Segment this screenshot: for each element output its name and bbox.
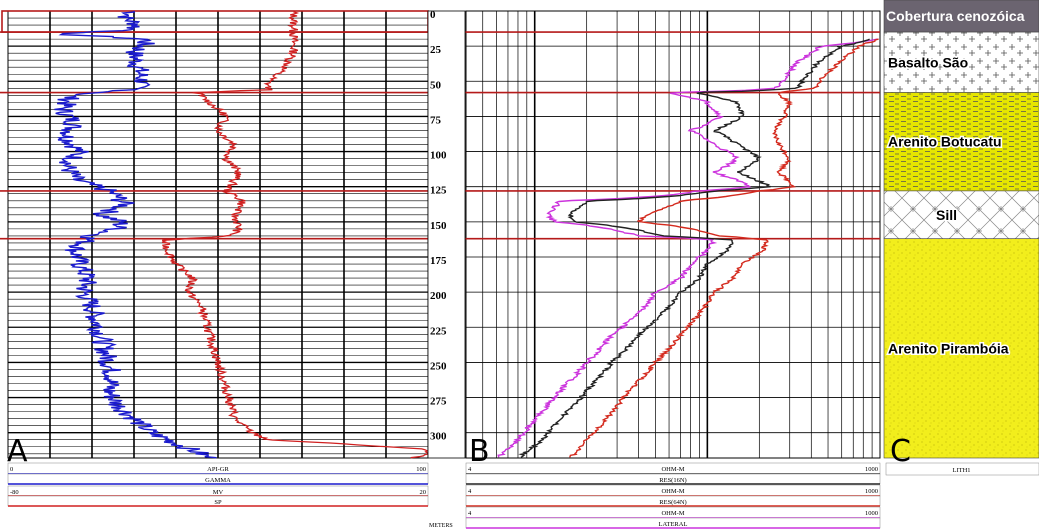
depth-tick-label: 0	[430, 9, 436, 21]
depth-units-label: METERS	[429, 523, 453, 529]
res64n-min-label: 4	[468, 488, 472, 495]
res16n-min-label: 4	[468, 466, 472, 473]
depth-tick-label: 275	[430, 396, 447, 408]
depth-tick-label: 125	[430, 185, 447, 197]
panel-label-a: A	[7, 434, 28, 469]
lateral-max-label: 1000	[865, 510, 878, 517]
gamma-max-label: 100	[416, 466, 426, 473]
lateral-name-label: LATERAL	[659, 521, 688, 528]
track-a-grid	[7, 10, 429, 459]
depth-tick-label: 50	[430, 79, 442, 91]
depth-tick-label: 200	[430, 290, 447, 302]
lithology-unit	[883, 92, 1039, 192]
lateral-curve	[497, 38, 878, 458]
gamma-name-label: GAMMA	[205, 477, 231, 484]
lithology-unit	[883, 0, 1039, 33]
sp-min-label: -80	[10, 489, 19, 496]
panel-label-b: B	[469, 434, 490, 469]
gamma-min-label: 0	[10, 466, 13, 473]
gamma-curve	[54, 10, 217, 459]
depth-tick-label: 225	[430, 325, 447, 337]
lithology-labels: Cobertura cenozóica Basalto São Arenito Bo…	[886, 8, 1025, 358]
sp-max-label: 20	[420, 489, 427, 496]
log-curves	[54, 10, 879, 459]
sp-curve	[161, 10, 431, 459]
track-b-grid	[465, 10, 881, 459]
lithology-label: Arenito Botucatu	[888, 134, 1002, 150]
sp-name-label: SP	[214, 499, 222, 506]
res64n-unit-label: OHM-M	[661, 488, 684, 495]
depth-axis-background	[427, 10, 466, 459]
res16n-curve	[518, 38, 870, 458]
track-footers: 0 API-GR 100 GAMMA -80 MV 20 SP 4 OHM-M 1000 RES(16…	[7, 462, 1039, 529]
lithology-label: Basalto São	[888, 54, 968, 70]
depth-tick-label: 250	[430, 360, 447, 372]
lithology-label: Sill	[936, 207, 957, 223]
depth-tick-label: 300	[430, 431, 447, 443]
depth-tick-label: 150	[430, 220, 447, 232]
lithology-unit	[883, 238, 1039, 459]
lith-footer-label: LITH1	[952, 467, 970, 474]
lithology-label: Cobertura cenozóica	[886, 8, 1025, 24]
lithology-unit	[883, 190, 1039, 240]
depth-tick-label: 100	[430, 150, 447, 162]
res16n-max-label: 1000	[865, 466, 878, 473]
lateral-min-label: 4	[468, 510, 472, 517]
depth-tick-label: 25	[430, 44, 442, 56]
lithology-unit	[883, 31, 1039, 93]
gamma-unit-label: API-GR	[207, 466, 229, 473]
sp-unit-label: MV	[213, 489, 224, 496]
track-b-frame	[465, 10, 881, 459]
depth-tick-label: 75	[430, 114, 442, 126]
res64n-name-label: RES(64N)	[659, 499, 686, 506]
res16n-name-label: RES(16N)	[659, 477, 686, 484]
lateral-unit-label: OHM-M	[661, 510, 684, 517]
depth-axis: 0 25 50 75 100 125 150 175 200 225 250 275 300	[427, 9, 466, 459]
lithology-column	[883, 0, 1039, 459]
res16n-unit-label: OHM-M	[661, 466, 684, 473]
panel-label-c: C	[890, 434, 911, 469]
lith-footer-box	[885, 462, 1039, 476]
res64n-curve	[568, 38, 879, 458]
res64n-max-label: 1000	[865, 488, 878, 495]
depth-tick-label: 175	[430, 255, 447, 267]
lithology-label: Arenito Pirambóia	[888, 340, 1009, 356]
